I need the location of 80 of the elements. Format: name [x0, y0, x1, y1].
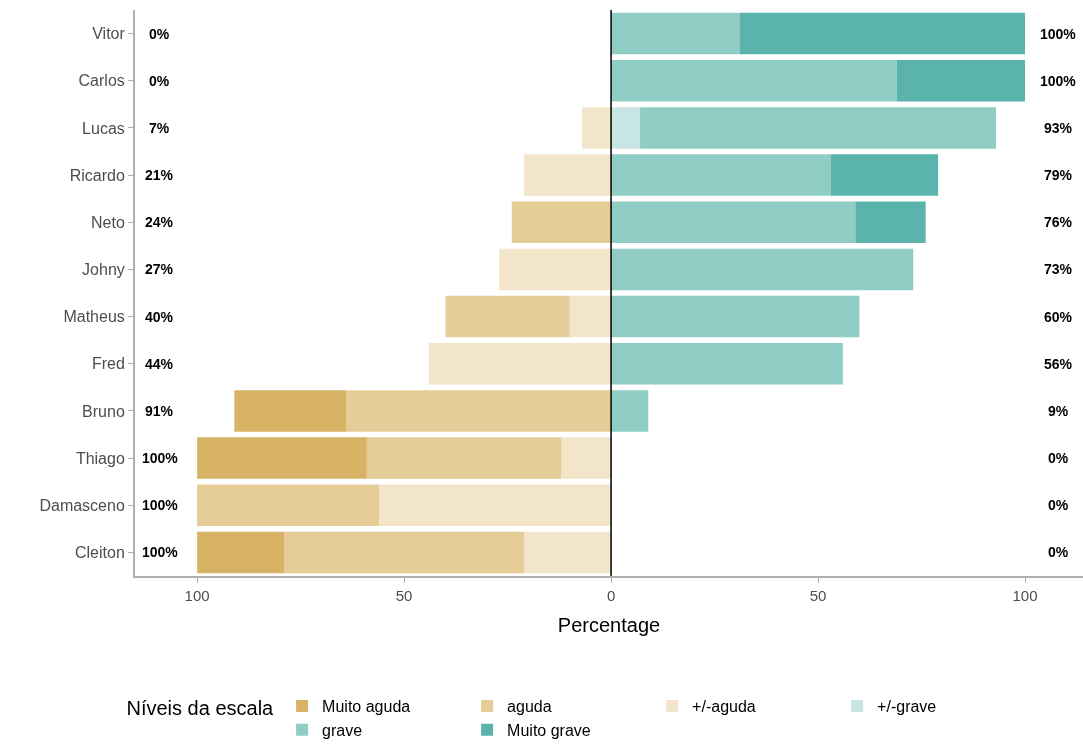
annotation: 100%	[142, 497, 179, 513]
bar	[511, 201, 612, 243]
annotation: 100%	[142, 450, 179, 466]
legend-label: Muito aguda	[322, 698, 411, 716]
y-tick-label: Neto	[91, 213, 125, 231]
annotation: 100%	[142, 544, 179, 560]
bar	[197, 484, 380, 526]
bar	[379, 484, 612, 526]
annotation: 93%	[1044, 120, 1073, 136]
annotation: 73%	[1044, 261, 1073, 277]
x-tick-label: 100	[1012, 587, 1038, 604]
x-tick-label: 100	[184, 587, 210, 604]
y-tick-label: Ricardo	[69, 166, 125, 184]
legend-label: +/-grave	[877, 698, 937, 716]
bar	[569, 295, 612, 338]
bar	[611, 107, 641, 149]
y-tick-label: Matheus	[63, 308, 125, 326]
y-tick-label: Carlos	[78, 72, 125, 90]
x-tick-label: 50	[395, 587, 413, 604]
bar	[561, 437, 612, 479]
annotation: 27%	[145, 261, 174, 277]
annotation: 0%	[1048, 544, 1069, 560]
annotation: 91%	[145, 403, 174, 419]
bar	[524, 154, 612, 196]
bar	[611, 343, 843, 385]
annotation: 0%	[149, 73, 170, 89]
annotation: 100%	[1040, 26, 1077, 42]
annotation: 7%	[149, 120, 170, 136]
bar	[855, 201, 926, 243]
y-tick-label: Cleiton	[74, 544, 125, 562]
annotation: 24%	[145, 214, 174, 230]
bar	[445, 295, 570, 338]
bar	[197, 531, 285, 574]
bar	[499, 248, 612, 291]
legend-label: +/-aguda	[692, 698, 756, 716]
bar	[346, 390, 612, 432]
x-tick-label: 0	[606, 587, 616, 604]
bar	[611, 154, 831, 196]
x-axis-title: Percentage	[557, 614, 661, 636]
annotation: 56%	[1044, 356, 1073, 372]
y-tick-label: Damasceno	[39, 496, 125, 514]
annotation: 21%	[145, 167, 174, 183]
y-tick-label: Bruno	[82, 402, 125, 420]
annotation: 9%	[1048, 403, 1069, 419]
annotation: 40%	[145, 309, 174, 325]
y-tick-label: Lucas	[82, 119, 125, 137]
annotation: 44%	[145, 356, 174, 372]
y-tick-label: Vitor	[92, 25, 126, 43]
bar	[366, 437, 562, 479]
bar	[830, 154, 939, 196]
annotation: 0%	[149, 26, 170, 42]
bar	[611, 201, 856, 243]
y-tick-label: Fred	[91, 355, 125, 373]
bar	[611, 390, 649, 432]
annotation: 0%	[1048, 497, 1069, 513]
bar	[611, 60, 897, 102]
legend-title: Níveis da escala	[126, 697, 275, 719]
bar	[524, 531, 612, 574]
annotation: 79%	[1044, 167, 1073, 183]
bar	[611, 295, 860, 338]
annotation: 60%	[1044, 309, 1073, 325]
legend-label: aguda	[507, 698, 552, 716]
legend-label: grave	[322, 721, 363, 739]
bar	[896, 60, 1026, 102]
bar	[197, 437, 367, 479]
y-tick-label: Johny	[82, 261, 125, 279]
legend-label: Muito grave	[507, 721, 591, 739]
bar	[234, 390, 347, 432]
bar	[428, 343, 612, 385]
x-tick-label: 50	[809, 587, 827, 604]
bar	[582, 107, 612, 149]
annotation: 76%	[1044, 214, 1073, 230]
annotation: 0%	[1048, 450, 1069, 466]
bar	[739, 12, 1026, 55]
y-tick-label: Thiago	[75, 449, 125, 467]
bar	[640, 107, 997, 149]
annotation: 100%	[1040, 73, 1077, 89]
bar	[611, 248, 914, 291]
bar	[284, 531, 525, 574]
bar	[611, 12, 740, 55]
